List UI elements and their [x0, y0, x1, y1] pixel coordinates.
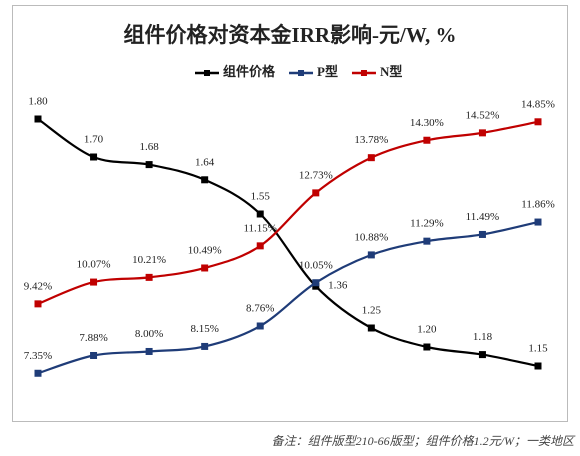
point-marker [34, 369, 42, 377]
data-label: 14.30% [410, 117, 444, 129]
point-marker [90, 278, 98, 286]
data-label: 11.29% [410, 218, 444, 230]
series-line [37, 220, 539, 375]
point-marker [90, 153, 98, 161]
legend-marker [360, 70, 367, 76]
data-label: 10.21% [132, 254, 166, 266]
data-label: 1.25 [362, 305, 382, 317]
point-marker [478, 351, 486, 359]
point-marker [534, 218, 542, 226]
point-marker [423, 343, 431, 351]
point-marker [534, 362, 542, 370]
data-label: 1.68 [139, 141, 159, 153]
data-label: 1.15 [528, 343, 548, 355]
data-label: 11.15% [243, 222, 277, 234]
point-marker [312, 279, 320, 287]
point-marker [34, 115, 42, 123]
data-label: 7.88% [79, 332, 107, 344]
data-label: 10.05% [299, 259, 333, 271]
point-marker [90, 351, 98, 359]
data-label: 11.49% [466, 211, 500, 223]
point-marker [256, 210, 264, 218]
data-label: 10.49% [188, 245, 222, 257]
data-label: 8.76% [246, 303, 274, 315]
point-marker [256, 322, 264, 330]
data-label: 12.73% [299, 169, 333, 181]
chart-frame [12, 5, 568, 422]
data-label: 14.52% [465, 109, 499, 121]
data-label: 14.85% [521, 98, 555, 110]
data-label: 1.64 [195, 156, 215, 168]
series-line [37, 120, 539, 305]
point-marker [145, 347, 153, 355]
point-marker [367, 251, 375, 259]
data-label: 1.70 [84, 134, 104, 146]
point-marker [423, 237, 431, 245]
point-marker [534, 118, 542, 126]
data-label: 9.42% [24, 280, 52, 292]
data-label: 1.18 [473, 331, 493, 343]
data-label: 1.36 [328, 280, 348, 292]
point-marker [367, 324, 375, 332]
legend-marker [204, 70, 210, 76]
chart-title: 组件价格对资本金IRR影响-元/W, % [124, 23, 457, 47]
point-marker [312, 189, 320, 197]
point-marker [145, 273, 153, 281]
legend-marker [298, 70, 305, 76]
legend-label: 组件价格 [223, 64, 276, 79]
note: 备注：组件版型210-66版型；组件价格1.2元/W；一类地区 [272, 434, 576, 448]
point-marker [145, 161, 153, 169]
data-label: 8.15% [190, 323, 218, 335]
point-marker [423, 136, 431, 144]
point-marker [478, 129, 486, 137]
series-line [37, 118, 539, 368]
legend-label: N型 [380, 64, 402, 79]
data-label: 10.88% [354, 231, 388, 243]
point-marker [367, 154, 375, 162]
point-marker [256, 242, 264, 250]
data-label: 1.55 [251, 191, 271, 203]
data-label: 13.78% [354, 134, 388, 146]
data-label: 8.00% [135, 328, 163, 340]
legend-label: P型 [317, 64, 338, 79]
data-label: 7.35% [24, 350, 52, 362]
data-label: 1.20 [417, 324, 437, 336]
point-marker [201, 176, 209, 184]
data-label: 10.07% [77, 259, 111, 271]
point-marker [34, 300, 42, 308]
point-marker [478, 230, 486, 238]
data-label: 1.80 [28, 96, 48, 108]
data-label: 11.86% [521, 199, 555, 211]
point-marker [201, 264, 209, 272]
point-marker [201, 342, 209, 350]
